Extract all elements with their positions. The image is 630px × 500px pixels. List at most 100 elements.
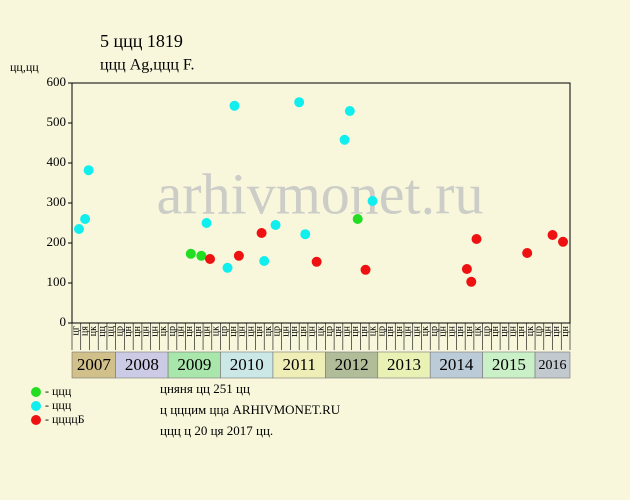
column-label: цн — [228, 325, 239, 336]
year-label: 2012 — [335, 355, 369, 374]
column-label: цр — [429, 326, 440, 336]
data-point — [360, 264, 371, 275]
column-label: цр — [114, 326, 125, 336]
y-tick-label: 200 — [47, 234, 67, 249]
column-label: цн — [254, 325, 265, 336]
watermark: arhivmonet.ru — [157, 161, 484, 226]
year-label: 2014 — [439, 355, 474, 374]
legend-label: - ццццБ — [45, 412, 85, 426]
column-label: цк — [263, 326, 274, 336]
column-label: цн — [551, 325, 562, 336]
column-label: цн — [149, 325, 160, 336]
data-point — [461, 264, 472, 274]
column-label: цк — [368, 326, 379, 336]
column-label: цн — [446, 325, 457, 336]
year-band — [429, 351, 483, 379]
y-tick-label: 600 — [47, 74, 67, 89]
data-point — [339, 134, 350, 145]
column-label: цн — [385, 325, 396, 336]
column-label: цк — [315, 326, 326, 336]
column-label: цр — [376, 326, 387, 336]
column-label: цн — [490, 325, 501, 336]
column-label: цн — [289, 325, 300, 336]
column-label: цн — [333, 325, 344, 336]
legend-marker — [31, 387, 41, 397]
data-point — [466, 276, 477, 287]
column-label: цк — [210, 326, 221, 336]
data-point — [201, 218, 212, 228]
data-point — [196, 250, 207, 261]
column-label: цн — [455, 325, 466, 336]
column-label: цн — [403, 325, 414, 336]
year-band — [115, 351, 169, 379]
column-label: цн — [132, 325, 143, 336]
column-label: цн — [342, 325, 353, 336]
column-label: цн — [298, 325, 309, 336]
column-label: цн — [202, 325, 213, 336]
year-band — [377, 351, 431, 379]
note: ц цццим цца ARHIVMONET.RU — [160, 402, 341, 417]
y-tick-label: 100 — [47, 274, 67, 289]
y-tick-label: 0 — [60, 314, 67, 329]
column-label: цр — [534, 326, 545, 336]
data-point — [270, 220, 281, 230]
column-label: цн — [176, 325, 187, 336]
column-label: цр — [167, 326, 178, 336]
column-label: цн — [542, 325, 553, 336]
y-axis-label: цц,цц — [10, 60, 39, 74]
column-label: цг — [71, 326, 82, 335]
column-label: цн — [560, 325, 571, 336]
year-label: 2016 — [539, 358, 567, 373]
data-point — [205, 254, 216, 264]
column-label: цр — [272, 326, 283, 336]
year-label: 2008 — [125, 355, 159, 374]
column-label: цн — [464, 325, 475, 336]
data-point — [344, 106, 355, 116]
note: ццц ц 20 ця 2017 цц. — [160, 423, 273, 438]
column-label: цн — [280, 325, 291, 336]
column-label: цн — [307, 325, 318, 336]
year-label: 2009 — [177, 355, 211, 374]
data-point — [233, 250, 244, 261]
data-point — [311, 256, 322, 267]
column-label: цр — [481, 326, 492, 336]
year-band — [71, 351, 116, 379]
legend-marker — [31, 401, 41, 411]
data-point — [558, 236, 569, 247]
chart-title: 5 ццц 1819 — [100, 31, 183, 51]
year-label: 2007 — [77, 355, 112, 374]
year-label: 2010 — [230, 355, 264, 374]
data-point — [73, 224, 84, 234]
column-label: цр — [324, 326, 335, 336]
data-point — [352, 214, 363, 224]
column-label: цц — [97, 325, 108, 336]
legend-label: - ццц — [45, 384, 72, 398]
column-label: цн — [394, 325, 405, 336]
column-label: цн — [350, 325, 361, 336]
column-label: цн — [184, 325, 195, 336]
chart-subtitle: ццц Ag,ццц F. — [100, 57, 195, 74]
data-point — [294, 97, 305, 108]
data-point — [300, 229, 311, 240]
column-label: цн — [237, 325, 248, 336]
y-tick-label: 500 — [47, 114, 67, 129]
y-tick-label: 300 — [47, 194, 67, 209]
legend-marker — [31, 415, 41, 425]
column-label: цн — [499, 325, 510, 336]
data-point — [259, 256, 270, 266]
legend-label: - ццц — [45, 398, 72, 412]
data-point — [185, 248, 196, 259]
data-point — [471, 234, 482, 244]
year-band — [325, 351, 379, 379]
column-label: цн — [359, 325, 370, 336]
data-point — [222, 262, 233, 273]
year-label: 2013 — [387, 355, 421, 374]
data-point — [229, 100, 240, 111]
y-tick-label: 400 — [47, 154, 67, 169]
data-point — [547, 230, 558, 240]
column-label: цн — [516, 325, 527, 336]
column-label: цн — [508, 325, 519, 336]
data-point — [83, 165, 94, 176]
year-band — [220, 351, 274, 379]
year-label: 2015 — [492, 355, 526, 374]
